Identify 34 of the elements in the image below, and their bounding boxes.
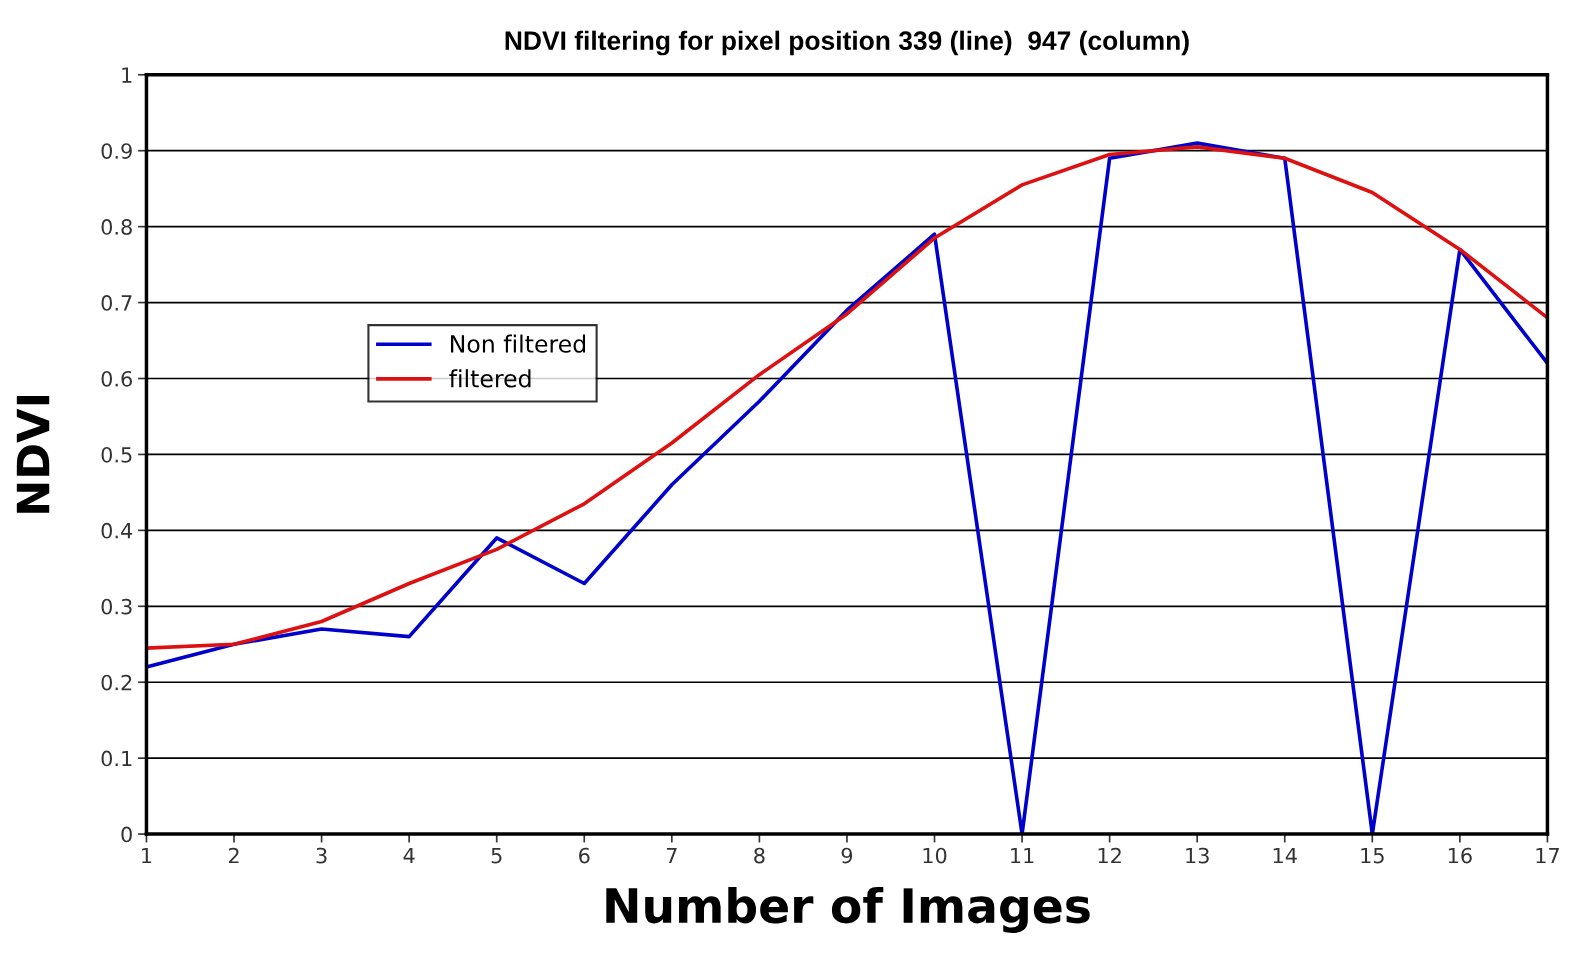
x-tick-label: 6 xyxy=(579,847,590,864)
y-tick-label: 0.7 xyxy=(101,295,132,311)
x-tick-label: 14 xyxy=(1273,847,1297,864)
y-tick-label: 0.8 xyxy=(101,219,132,235)
x-tick-label: 4 xyxy=(403,847,415,864)
x-tick-label: 3 xyxy=(316,847,327,864)
x-axis-title: Number of Images xyxy=(606,886,1090,933)
x-tick-label: 17 xyxy=(1536,847,1559,864)
x-tick-label: 1 xyxy=(142,847,152,864)
chart-title: NDVI filtering for pixel position 339 (line) 947 (column) xyxy=(505,30,1189,56)
y-tick-label: 0.4 xyxy=(101,522,133,539)
x-tick-label: 10 xyxy=(923,847,947,864)
x-tick-label: 16 xyxy=(1448,847,1472,864)
legend-label: filtered xyxy=(449,369,531,388)
x-tick-label: 12 xyxy=(1098,847,1121,864)
x-tick-label: 9 xyxy=(841,847,853,864)
y-axis-title: NDVI xyxy=(16,396,50,513)
x-tick-label: 11 xyxy=(1011,847,1034,864)
y-tick-label: 0.9 xyxy=(101,143,132,159)
y-tick-label: 0 xyxy=(121,826,132,843)
x-tick-label: 7 xyxy=(666,847,677,864)
legend-label: Non filtered xyxy=(451,334,586,353)
x-tick-label: 2 xyxy=(228,847,239,864)
x-tick-label: 5 xyxy=(491,847,502,864)
x-tick-label: 13 xyxy=(1186,847,1209,864)
x-tick-label: 8 xyxy=(754,847,765,864)
y-tick-label: 0.5 xyxy=(101,446,132,463)
y-tick-label: 1 xyxy=(122,67,132,83)
y-tick-label: 0.1 xyxy=(101,750,132,767)
y-tick-label: 0.3 xyxy=(101,598,132,615)
y-tick-label: 0.2 xyxy=(101,674,132,691)
y-tick-label: 0.6 xyxy=(101,370,132,387)
x-tick-label: 15 xyxy=(1361,847,1384,864)
line-series xyxy=(146,145,1548,650)
